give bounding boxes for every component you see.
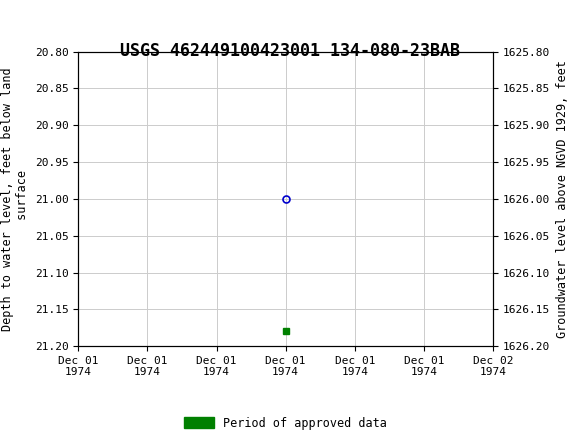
Y-axis label: Depth to water level, feet below land
 surface: Depth to water level, feet below land su… — [1, 67, 29, 331]
Text: USGS: USGS — [38, 10, 102, 30]
Legend: Period of approved data: Period of approved data — [180, 412, 392, 430]
Text: USGS 462449100423001 134-080-23BAB: USGS 462449100423001 134-080-23BAB — [120, 42, 460, 60]
Text: ≡: ≡ — [9, 6, 32, 34]
Y-axis label: Groundwater level above NGVD 1929, feet: Groundwater level above NGVD 1929, feet — [556, 60, 568, 338]
